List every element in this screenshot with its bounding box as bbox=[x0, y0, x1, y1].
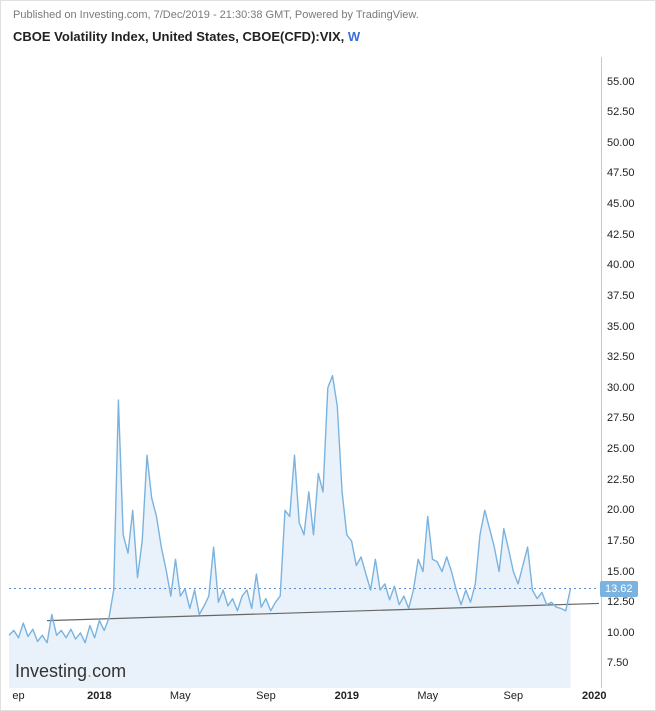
y-tick-label: 27.50 bbox=[607, 412, 635, 424]
x-tick-label: May bbox=[170, 690, 191, 702]
watermark-logo: Investing.com bbox=[15, 661, 126, 682]
x-axis: ep2018MaySep2019MaySep2020 bbox=[9, 690, 599, 706]
x-tick-label: May bbox=[417, 690, 438, 702]
y-axis: 55.00 52.50 50.00 47.50 45.00 42.50 40.00 37.50… bbox=[601, 57, 647, 688]
chart-area[interactable] bbox=[9, 57, 599, 688]
current-price-tag: 13.62 bbox=[600, 581, 638, 597]
x-tick-label: ep bbox=[12, 690, 24, 702]
y-tick-label: 20.00 bbox=[607, 504, 635, 516]
area-chart-svg bbox=[9, 57, 599, 688]
y-tick-label: 22.50 bbox=[607, 474, 635, 486]
timeframe-label: W bbox=[348, 29, 360, 44]
y-tick-label: 52.50 bbox=[607, 106, 635, 118]
y-tick-label: 35.00 bbox=[607, 321, 635, 333]
y-tick-label: 10.00 bbox=[607, 627, 635, 639]
publication-line: Published on Investing.com, 7/Dec/2019 -… bbox=[13, 9, 643, 21]
x-tick-label: 2018 bbox=[87, 690, 111, 702]
y-tick-label: 15.00 bbox=[607, 566, 635, 578]
y-tick-label: 47.50 bbox=[607, 167, 635, 179]
x-tick-label: 2019 bbox=[335, 690, 359, 702]
y-tick-label: 42.50 bbox=[607, 229, 635, 241]
logo-right: com bbox=[92, 661, 126, 681]
x-tick-label: 2020 bbox=[582, 690, 606, 702]
y-tick-label: 25.00 bbox=[607, 443, 635, 455]
x-tick-label: Sep bbox=[256, 690, 276, 702]
y-tick-label: 55.00 bbox=[607, 76, 635, 88]
y-tick-label: 50.00 bbox=[607, 137, 635, 149]
y-tick-label: 12.50 bbox=[607, 596, 635, 608]
y-tick-label: 7.50 bbox=[607, 657, 628, 669]
area-fill bbox=[9, 376, 571, 688]
title-text: CBOE Volatility Index, United States, CB… bbox=[13, 29, 348, 44]
y-tick-label: 32.50 bbox=[607, 351, 635, 363]
chart-title: CBOE Volatility Index, United States, CB… bbox=[13, 29, 643, 44]
x-tick-label: Sep bbox=[504, 690, 524, 702]
y-tick-label: 17.50 bbox=[607, 535, 635, 547]
y-tick-label: 45.00 bbox=[607, 198, 635, 210]
y-tick-label: 40.00 bbox=[607, 259, 635, 271]
y-tick-label: 37.50 bbox=[607, 290, 635, 302]
y-tick-label: 30.00 bbox=[607, 382, 635, 394]
logo-left: Investing bbox=[15, 661, 87, 681]
